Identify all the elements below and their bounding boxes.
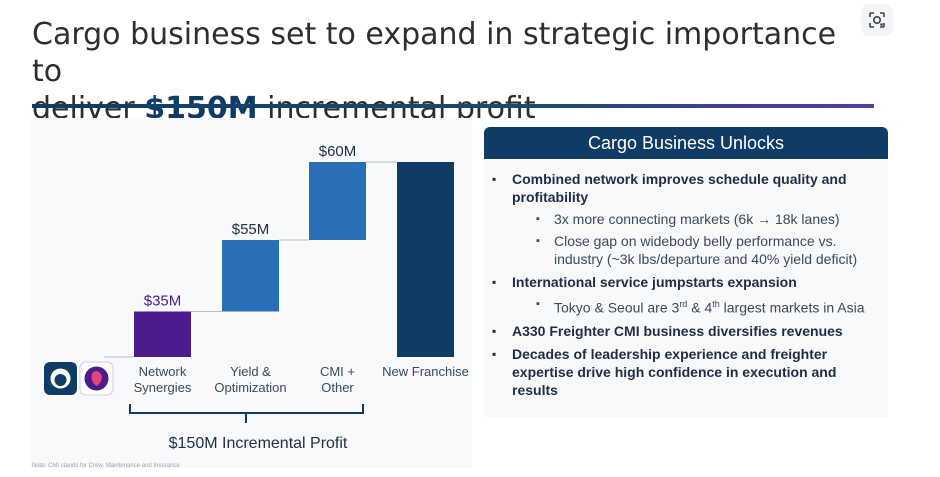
unlock-bullet-text: International service jumpstarts expansi…	[512, 274, 797, 290]
category-label-4: New Franchise	[382, 364, 469, 379]
google-lens-button[interactable]	[861, 4, 893, 36]
panel-header: Cargo Business Unlocks	[484, 127, 888, 159]
unlock-sub-bullet: Tokyo & Seoul are 3rd & 4th largest mark…	[512, 295, 872, 317]
unlock-bullet: A330 Freighter CMI business diversifies …	[492, 322, 872, 340]
unlock-sub-bullet: 3x more connecting markets (6k → 18k lan…	[512, 210, 872, 228]
category-label-3: CMI + Other	[320, 364, 355, 395]
title-line-1: Cargo business set to expand in strategi…	[32, 17, 837, 89]
waterfall-bar-3	[309, 162, 366, 240]
unlock-bullet: Decades of leadership experience and fre…	[492, 345, 872, 399]
unlock-bullet-text: Decades of leadership experience and fre…	[512, 345, 837, 398]
value-label-1: $35M	[144, 293, 182, 310]
value-label-2: $55M	[232, 221, 270, 238]
category-label-2: Yield & Optimization	[214, 364, 286, 395]
category-label-1: Network Synergies	[134, 364, 192, 395]
unlocks-list: Combined network improves schedule quali…	[492, 170, 872, 404]
unlock-bullet: International service jumpstarts expansi…	[492, 273, 872, 317]
title-divider	[32, 104, 874, 108]
footnote: Note: CMI stands for Crew, Maintenance a…	[32, 463, 180, 469]
bracket-label: $150M Incremental Profit	[169, 435, 348, 452]
waterfall-bar-total	[397, 162, 454, 357]
unlock-sublist: 3x more connecting markets (6k → 18k lan…	[512, 210, 872, 268]
alaska-logo-inner	[54, 374, 67, 386]
waterfall-bar-2	[222, 240, 279, 312]
unlock-bullet: Combined network improves schedule quali…	[492, 170, 872, 268]
unlock-bullet-text: A330 Freighter CMI business diversifies …	[512, 322, 843, 339]
unlock-sublist: Tokyo & Seoul are 3rd & 4th largest mark…	[512, 295, 872, 317]
google-lens-icon	[869, 12, 885, 28]
waterfall-chart: $35M $55M $60M Network Synergies Yield & Optim…	[44, 143, 469, 452]
unlock-bullet-text: Combined network improves schedule quali…	[512, 171, 847, 205]
hawaiian-logo-flower	[91, 371, 102, 386]
value-label-3: $60M	[319, 143, 357, 160]
unlock-sub-bullet: Close gap on widebody belly performance …	[512, 232, 872, 268]
waterfall-bar-1	[134, 311, 191, 357]
profit-bracket	[129, 404, 364, 423]
